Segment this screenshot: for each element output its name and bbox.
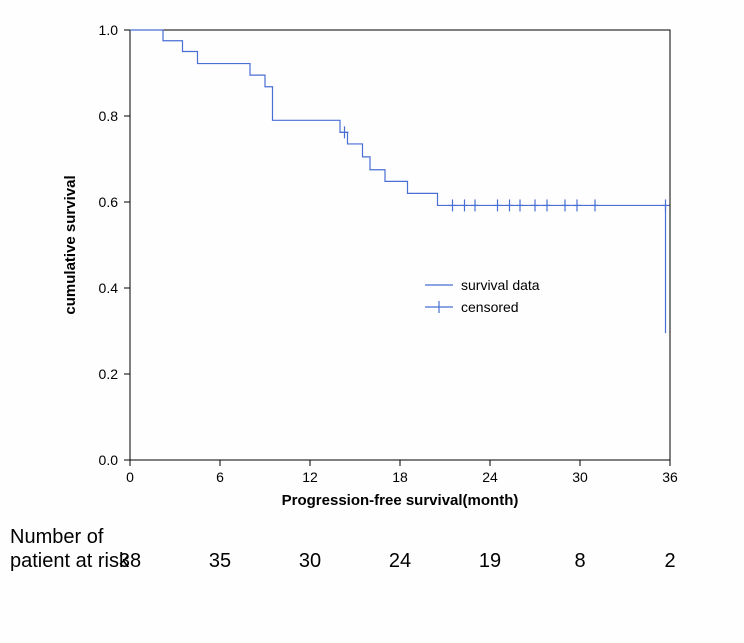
risk-count: 19 [479, 550, 501, 572]
x-tick-label: 36 [662, 469, 678, 485]
y-tick-label: 0.2 [99, 366, 119, 382]
risk-table-label: patient at risk [10, 550, 130, 572]
y-tick-label: 0.8 [99, 108, 119, 124]
y-tick-label: 0.6 [99, 194, 119, 210]
legend-label: survival data [461, 277, 540, 293]
legend: survival data censored [425, 277, 540, 315]
legend-label: censored [461, 299, 519, 315]
y-tick-label: 1.0 [99, 22, 119, 38]
y-tick-label: 0.4 [99, 280, 119, 296]
x-tick-label: 12 [302, 469, 318, 485]
risk-count: 2 [664, 550, 675, 572]
km-chart: 0.0 0.2 0.4 0.6 0.8 1.0 0 6 12 18 24 30 36 Progressio… [0, 0, 744, 643]
chart-svg: 0.0 0.2 0.4 0.6 0.8 1.0 0 6 12 18 24 30 36 Progressio… [0, 0, 744, 643]
risk-count: 24 [389, 550, 411, 572]
survival-line [130, 30, 666, 333]
risk-count: 38 [119, 550, 141, 572]
risk-count: 35 [209, 550, 231, 572]
risk-table-label: Number of [10, 526, 104, 548]
x-tick-label: 18 [392, 469, 408, 485]
x-tick-label: 24 [482, 469, 498, 485]
y-tick-label: 0.0 [99, 452, 119, 468]
risk-count: 8 [574, 550, 585, 572]
x-tick-label: 6 [216, 469, 224, 485]
x-tick-label: 0 [126, 469, 134, 485]
risk-count: 30 [299, 550, 321, 572]
x-tick-label: 30 [572, 469, 588, 485]
y-axis-title: cumulative survival [62, 175, 79, 314]
plot-frame [130, 30, 670, 460]
x-axis-title: Progression-free survival(month) [282, 492, 519, 509]
